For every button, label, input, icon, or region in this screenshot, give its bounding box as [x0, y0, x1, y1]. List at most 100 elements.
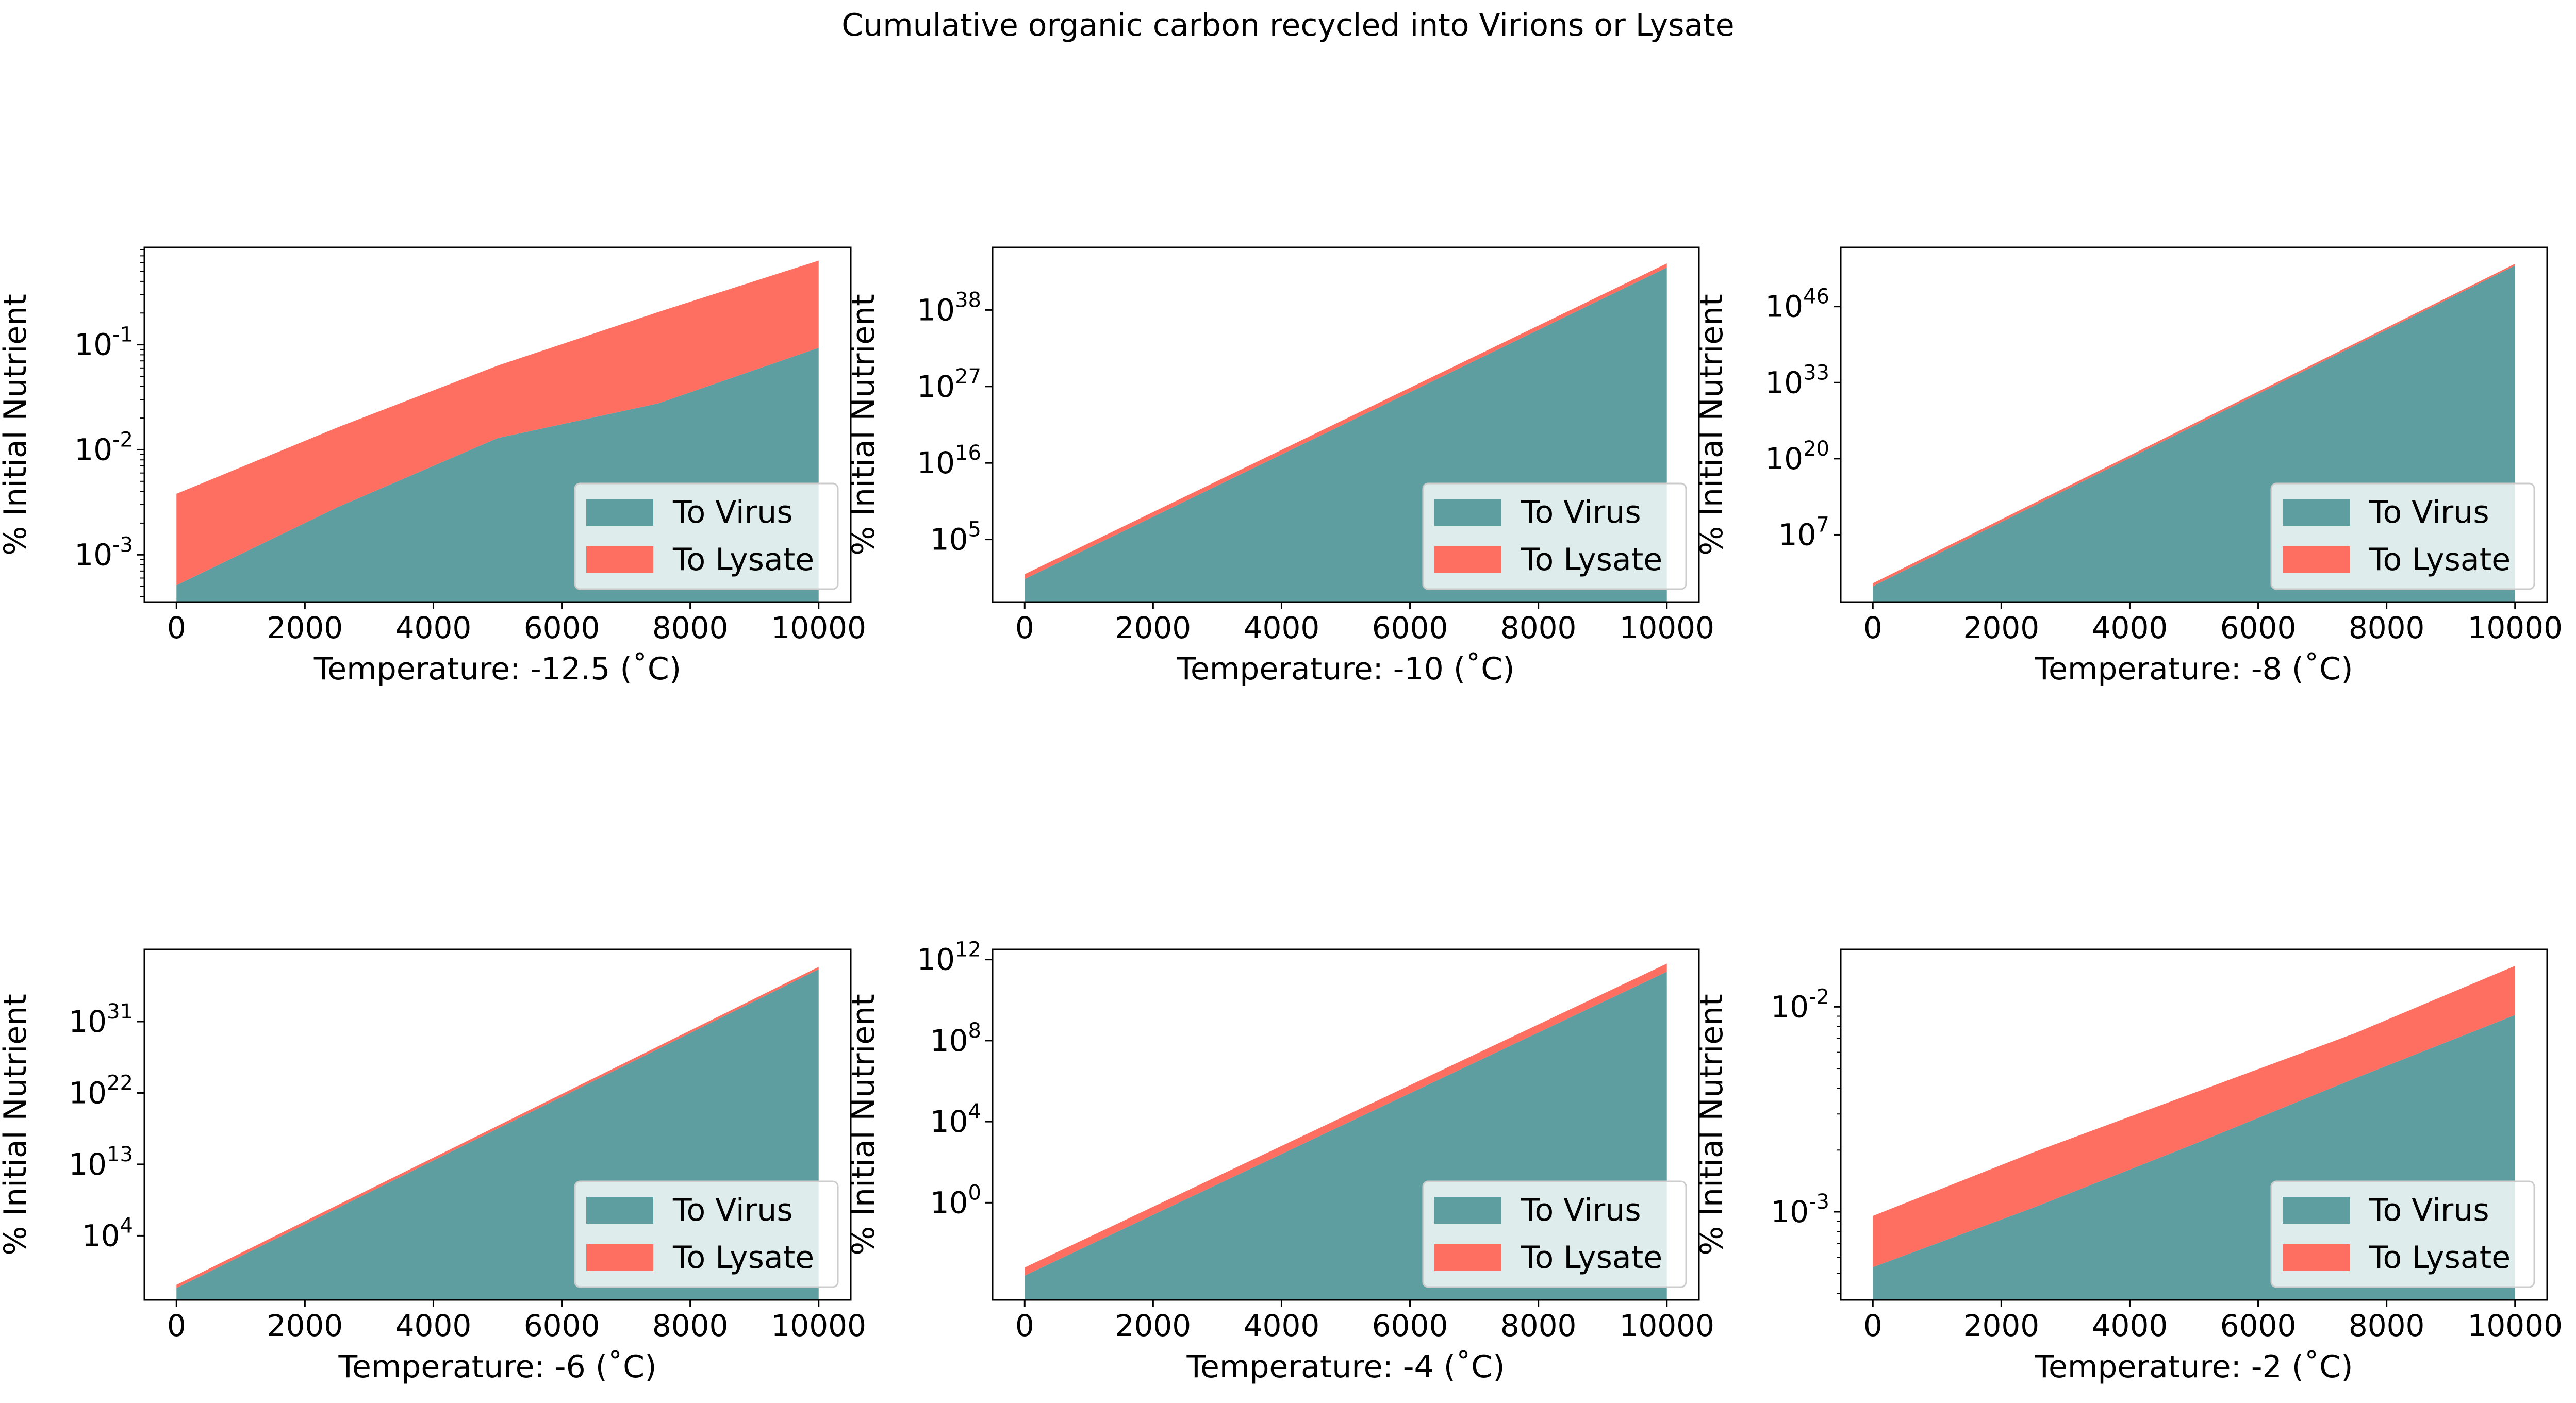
chart-panel-3: 0 2000 4000 6000 8000 10000 107 1020 1033 1046 Tem… — [1694, 246, 2563, 687]
y-tick-label: 10-3 — [74, 533, 133, 572]
area-to-lysate — [1873, 263, 2515, 587]
legend-swatch-lysate — [2283, 1244, 2350, 1271]
x-tick-label: 2000 — [1963, 1308, 2040, 1343]
x-tick-label: 2000 — [1115, 1308, 1192, 1343]
axes-frame — [143, 948, 852, 1301]
y-tick-label: 1033 — [1765, 361, 1829, 400]
x-tick-label: 0 — [167, 1308, 186, 1343]
legend-swatch-lysate — [586, 546, 653, 573]
y-tick-label: 10-1 — [74, 323, 133, 362]
x-tick-label: 2000 — [267, 1308, 343, 1343]
x-tick-label: 10000 — [2467, 1308, 2563, 1343]
y-axis-label: % Initial Nutrient — [1694, 994, 1730, 1255]
x-tick-label: 0 — [1015, 1308, 1034, 1343]
legend: To Virus To Lysate — [2270, 1180, 2535, 1288]
legend-swatch-lysate — [1434, 546, 1501, 573]
legend-swatch-lysate — [2283, 546, 2350, 573]
x-tick-label: 8000 — [652, 1308, 729, 1343]
x-tick-label: 10000 — [1619, 610, 1714, 645]
axes-frame — [143, 246, 852, 603]
legend-swatch-lysate — [1434, 1244, 1501, 1271]
y-tick-label: 1038 — [917, 288, 981, 327]
area-to-lysate — [1025, 263, 1667, 579]
x-tick-label: 10000 — [771, 610, 866, 645]
chart-panel-2: 0 2000 4000 6000 8000 10000 105 1016 1027 1038 Tem… — [846, 246, 1714, 687]
chart-panel-1: 0 2000 4000 6000 8000 10000 10-3 10-2 10-1 Temper… — [0, 246, 866, 687]
legend-label-lysate: To Lysate — [1521, 1240, 1662, 1276]
x-axis-label: Temperature: -12.5 (˚C) — [313, 651, 681, 687]
y-tick-label: 1031 — [69, 1000, 133, 1039]
legend-swatch-virus — [1434, 499, 1501, 526]
y-axis-label: % Initial Nutrient — [846, 294, 882, 555]
x-tick-label: 10000 — [1619, 1308, 1714, 1343]
y-tick-label: 100 — [930, 1181, 981, 1220]
y-tick-label: 104 — [82, 1214, 133, 1253]
y-tick-label: 1020 — [1765, 437, 1829, 476]
chart-panel-4: 0 2000 4000 6000 8000 10000 104 1013 1022 1031 Tem… — [0, 948, 866, 1385]
x-tick-label: 0 — [167, 610, 186, 645]
legend-label-virus: To Virus — [1521, 1192, 1641, 1228]
axes-frame — [992, 246, 1700, 603]
x-tick-label: 8000 — [2349, 1308, 2425, 1343]
x-tick-label: 6000 — [524, 610, 600, 645]
y-tick-label: 1016 — [917, 441, 981, 480]
legend-swatch-virus — [586, 1197, 653, 1224]
x-tick-label: 10000 — [771, 1308, 866, 1343]
legend-label-virus: To Virus — [672, 1192, 793, 1228]
x-tick-label: 6000 — [1372, 1308, 1448, 1343]
x-tick-label: 4000 — [1244, 1308, 1320, 1343]
legend: To Virus To Lysate — [1422, 482, 1687, 590]
y-axis-label: % Initial Nutrient — [1694, 294, 1730, 555]
x-tick-label: 4000 — [395, 610, 472, 645]
axes-frame — [1840, 246, 2548, 603]
y-tick-label: 10-2 — [74, 428, 133, 467]
y-tick-label: 1027 — [917, 365, 981, 404]
legend-label-lysate: To Lysate — [672, 542, 814, 578]
x-tick-label: 6000 — [2220, 610, 2297, 645]
legend-label-lysate: To Lysate — [2369, 542, 2511, 578]
x-tick-label: 8000 — [1500, 610, 1577, 645]
legend-label-lysate: To Lysate — [672, 1240, 814, 1276]
y-tick-label: 1013 — [69, 1143, 133, 1182]
y-tick-label: 107 — [1778, 513, 1829, 552]
y-tick-label: 105 — [930, 518, 981, 557]
x-tick-label: 0 — [1863, 610, 1883, 645]
y-tick-label: 1022 — [69, 1071, 133, 1110]
x-tick-label: 8000 — [652, 610, 729, 645]
x-tick-label: 6000 — [1372, 610, 1448, 645]
x-tick-label: 8000 — [1500, 1308, 1577, 1343]
axes-frame — [992, 948, 1700, 1301]
legend-label-virus: To Virus — [672, 494, 793, 530]
x-axis-label: Temperature: -6 (˚C) — [338, 1349, 657, 1385]
x-axis-label: Temperature: -4 (˚C) — [1186, 1349, 1505, 1385]
y-axis-label: % Initial Nutrient — [0, 294, 34, 555]
y-tick-label: 1012 — [917, 938, 981, 977]
x-tick-label: 0 — [1015, 610, 1034, 645]
area-to-lysate — [176, 260, 819, 586]
legend-label-virus: To Virus — [2369, 1192, 2489, 1228]
y-tick-label: 104 — [930, 1100, 981, 1139]
axes-frame — [1840, 948, 2548, 1301]
legend: To Virus To Lysate — [1422, 1180, 1687, 1288]
x-axis-label: Temperature: -10 (˚C) — [1176, 651, 1514, 687]
y-axis-label: % Initial Nutrient — [0, 994, 34, 1255]
x-tick-label: 10000 — [2467, 610, 2563, 645]
area-to-lysate — [1025, 963, 1667, 1276]
x-tick-label: 4000 — [2092, 610, 2168, 645]
chart-panel-5: 0 2000 4000 6000 8000 10000 100 104 108 1012 Tempe… — [846, 938, 1714, 1385]
legend: To Virus To Lysate — [574, 1180, 839, 1288]
x-tick-label: 8000 — [2349, 610, 2425, 645]
area-to-lysate — [1873, 965, 2515, 1267]
legend-swatch-virus — [1434, 1197, 1501, 1224]
x-tick-label: 0 — [1863, 1308, 1883, 1343]
legend-swatch-virus — [2283, 499, 2350, 526]
x-tick-label: 4000 — [1244, 610, 1320, 645]
y-axis-label: % Initial Nutrient — [846, 994, 882, 1255]
legend-label-lysate: To Lysate — [2369, 1240, 2511, 1276]
x-tick-label: 4000 — [395, 1308, 472, 1343]
x-tick-label: 2000 — [267, 610, 343, 645]
legend-swatch-virus — [2283, 1197, 2350, 1224]
legend-swatch-virus — [586, 499, 653, 526]
x-axis-label: Temperature: -2 (˚C) — [2035, 1349, 2353, 1385]
x-tick-label: 4000 — [2092, 1308, 2168, 1343]
